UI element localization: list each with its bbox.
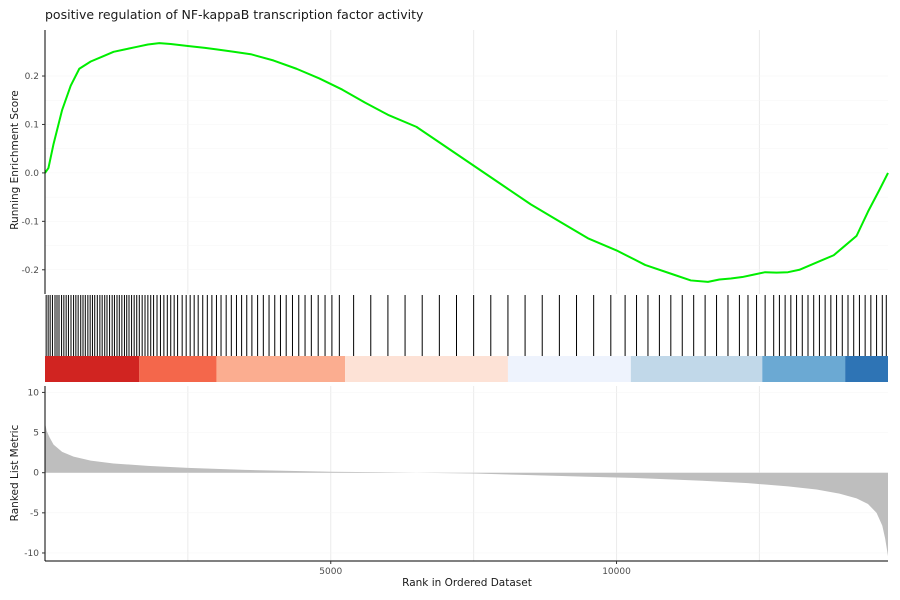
heat-band-segment <box>507 356 631 382</box>
chart-title: positive regulation of NF-kappaB transcr… <box>45 7 424 22</box>
x-tick-label: 10000 <box>602 567 631 577</box>
y-tick-label: 5 <box>33 429 39 439</box>
enrichment-y-axis-title: Running Enrichment Score <box>9 90 21 230</box>
enrichment-score-line <box>44 42 889 283</box>
rank-heat-band <box>45 356 888 382</box>
heat-band-segment <box>845 356 888 382</box>
y-tick-label: -0.1 <box>21 217 39 227</box>
metric-y-axis-title: Ranked List Metric <box>9 424 21 521</box>
heat-band-segment <box>762 356 846 382</box>
y-tick-label: -5 <box>30 509 39 519</box>
axes <box>44 30 888 562</box>
y-tick-label: -0.2 <box>21 266 39 276</box>
y-tick-label: 0.2 <box>25 72 39 82</box>
y-tick-label: 10 <box>28 388 40 398</box>
ranked-metric-area <box>45 422 888 557</box>
heat-band-segment <box>45 356 140 382</box>
y-tick-label: 0.0 <box>25 169 40 179</box>
enrichment-y-ticks: 0.2 0.1 0.0 -0.1 -0.2 <box>21 72 45 276</box>
heat-band-segment <box>139 356 217 382</box>
heat-band-segment <box>630 356 763 382</box>
enrichment-gridlines <box>45 75 888 271</box>
y-tick-label: 0 <box>33 469 39 479</box>
x-ticks: 5000 10000 <box>319 561 631 577</box>
heat-band-segment <box>216 356 346 382</box>
y-tick-label: -10 <box>24 549 39 559</box>
heat-band-segment <box>345 356 508 382</box>
y-tick-label: 0.1 <box>25 120 39 130</box>
x-tick-label: 5000 <box>319 567 342 577</box>
metric-y-ticks: 10 5 0 -5 -10 <box>24 388 45 559</box>
gene-hit-rug <box>45 295 887 356</box>
x-axis-title: Rank in Ordered Dataset <box>402 577 532 589</box>
